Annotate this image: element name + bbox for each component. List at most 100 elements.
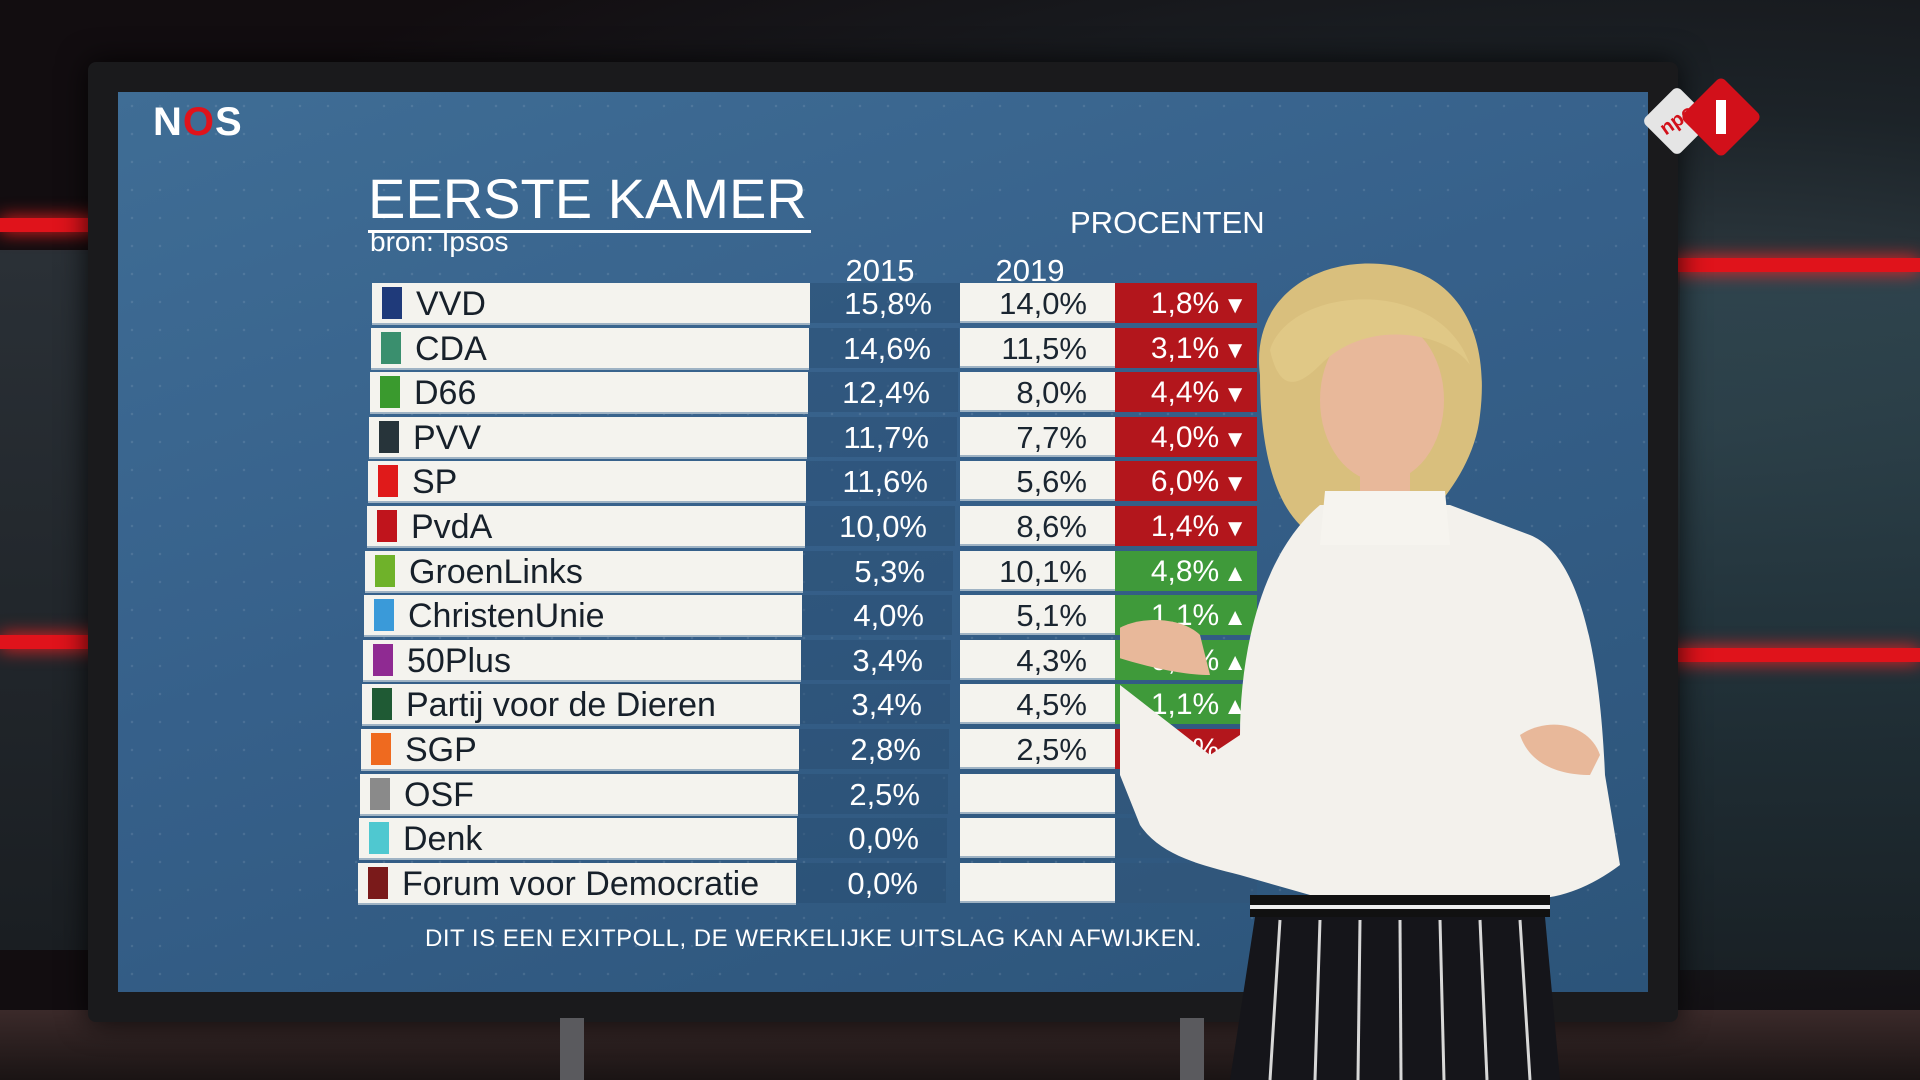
party-cell: SP	[368, 461, 806, 503]
party-name: D66	[414, 374, 477, 412]
party-cell: SGP	[361, 729, 799, 771]
party-name: PVV	[413, 419, 482, 457]
exitpoll-disclaimer: DIT IS EEN EXITPOLL, DE WERKELIJKE UITSL…	[425, 925, 1203, 952]
change-value: 4,8%	[1150, 555, 1220, 588]
chart-title: EERSTE KAMER	[368, 168, 811, 233]
party-cell: Denk	[359, 818, 797, 860]
party-cell: VVD	[372, 283, 810, 325]
party-color-swatch	[381, 332, 401, 364]
change-cell: 4,0% ▼	[1115, 417, 1257, 457]
value-2019: 5,6%	[960, 461, 1115, 501]
value-2019	[960, 774, 1115, 814]
value-2015: 11,6%	[806, 461, 956, 501]
party-cell: CDA	[371, 328, 809, 370]
party-name: PvdA	[411, 508, 493, 546]
party-cell: Partij voor de Dieren	[362, 684, 800, 726]
studio-light-bar	[1670, 258, 1920, 272]
change-value: 4,0%	[1150, 421, 1220, 454]
party-cell: D66	[370, 372, 808, 414]
studio-light-bar	[0, 635, 110, 649]
monitor-stand	[1180, 1018, 1204, 1080]
value-2015: 15,8%	[810, 283, 960, 323]
value-2015: 2,8%	[799, 729, 949, 769]
value-2019: 11,5%	[960, 328, 1115, 368]
change-value: 4,4%	[1150, 376, 1220, 409]
value-2019: 8,6%	[960, 506, 1115, 546]
party-color-swatch	[374, 599, 394, 631]
arrow-down-icon: ▼	[1223, 337, 1247, 364]
studio-glass-left	[0, 250, 90, 950]
party-name: VVD	[416, 285, 486, 323]
units-label: PROCENTEN	[1070, 205, 1265, 240]
value-2019: 5,1%	[960, 595, 1115, 635]
party-name: OSF	[404, 776, 474, 814]
value-2019: 2,5%	[960, 729, 1115, 769]
change-value: 1,4%	[1150, 510, 1220, 543]
party-color-swatch	[369, 822, 389, 854]
party-color-swatch	[370, 778, 390, 810]
column-header-2019: 2019	[995, 253, 1065, 288]
party-name: CDA	[415, 330, 487, 368]
change-cell: 1,8% ▼	[1115, 283, 1257, 323]
value-2019: 4,3%	[960, 640, 1115, 680]
party-name: Forum voor Democratie	[402, 865, 760, 903]
studio-glass-right	[1680, 270, 1920, 970]
change-cell: 6,0% ▼	[1115, 461, 1257, 501]
party-color-swatch	[375, 555, 395, 587]
change-value: 1,1%	[1150, 688, 1220, 721]
party-name: GroenLinks	[409, 553, 583, 591]
npo1-logo: npo	[1644, 78, 1760, 156]
party-name: SP	[412, 463, 458, 501]
change-value: 3,1%	[1150, 332, 1220, 365]
party-color-swatch	[380, 376, 400, 408]
party-cell: ChristenUnie	[364, 595, 802, 637]
value-2019: 4,5%	[960, 684, 1115, 724]
chart-source: bron: Ipsos	[370, 226, 509, 257]
change-cell: 4,4% ▼	[1115, 372, 1257, 412]
presenter	[1120, 263, 1620, 1080]
party-cell: Forum voor Democratie	[358, 863, 796, 905]
party-cell: OSF	[360, 774, 798, 816]
value-2015: 0,0%	[796, 863, 946, 903]
arrow-up-icon: ▲	[1223, 604, 1247, 631]
value-2015: 14,6%	[809, 328, 959, 368]
value-2015: 12,4%	[808, 372, 958, 412]
arrow-down-icon: ▼	[1223, 292, 1247, 319]
value-2015: 11,7%	[807, 417, 957, 457]
value-2019: 14,0%	[960, 283, 1115, 323]
arrow-down-icon: ▼	[1223, 426, 1247, 453]
column-header-2015: 2015	[845, 253, 915, 288]
arrow-down-icon: ▼	[1223, 470, 1247, 497]
party-name: SGP	[405, 731, 477, 769]
party-color-swatch	[377, 510, 397, 542]
party-color-swatch	[368, 867, 388, 899]
party-color-swatch	[378, 465, 398, 497]
value-2019: 7,7%	[960, 417, 1115, 457]
value-2015: 5,3%	[803, 551, 953, 591]
value-2015: 2,5%	[798, 774, 948, 814]
change-cell: 3,1% ▼	[1115, 328, 1257, 368]
arrow-up-icon: ▲	[1223, 560, 1247, 587]
party-name: ChristenUnie	[408, 597, 605, 635]
value-2019	[960, 818, 1115, 858]
arrow-down-icon: ▼	[1223, 381, 1247, 408]
party-color-swatch	[373, 644, 393, 676]
party-color-swatch	[372, 688, 392, 720]
value-2019: 10,1%	[960, 551, 1115, 591]
party-name: Partij voor de Dieren	[406, 686, 716, 724]
arrow-down-icon: ▼	[1223, 515, 1247, 542]
party-color-swatch	[371, 733, 391, 765]
party-name: Denk	[403, 820, 483, 858]
arrow-up-icon: ▲	[1223, 649, 1247, 676]
monitor-stand	[560, 1018, 584, 1080]
value-2015: 0,0%	[797, 818, 947, 858]
change-cell: 1,4% ▼	[1115, 506, 1257, 546]
value-2015: 3,4%	[801, 640, 951, 680]
nos-logo: NOS	[153, 100, 243, 144]
party-name: 50Plus	[407, 642, 511, 680]
change-cell: 4,8% ▲	[1115, 551, 1257, 591]
value-2019	[960, 863, 1115, 903]
value-2019: 8,0%	[960, 372, 1115, 412]
party-cell: 50Plus	[363, 640, 801, 682]
party-cell: PVV	[369, 417, 807, 459]
